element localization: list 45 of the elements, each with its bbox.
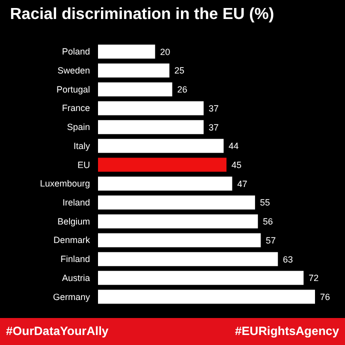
data-label: 56	[262, 216, 273, 227]
bar	[98, 233, 261, 248]
y-tick-label: EU	[77, 160, 90, 170]
y-tick-label: Ireland	[62, 197, 90, 208]
bar	[98, 138, 224, 153]
data-label: 25	[174, 66, 184, 76]
data-label: 26	[177, 84, 188, 95]
bar	[98, 252, 278, 266]
data-label: 20	[160, 46, 170, 57]
data-label: 63	[282, 254, 293, 264]
bar	[98, 44, 156, 59]
y-tick-label: Austria	[62, 272, 90, 283]
y-tick-label: Poland	[62, 46, 90, 57]
y-tick-label: Italy	[73, 140, 90, 151]
y-tick-label: Portugal	[56, 84, 90, 94]
text: #OurDataYourAlly	[6, 324, 108, 338]
data-label: 45	[231, 160, 242, 170]
data-label: 47	[237, 178, 248, 189]
bar	[98, 290, 315, 304]
y-tick-label: Sweden	[57, 65, 90, 76]
bar	[98, 63, 170, 78]
bar	[98, 214, 258, 228]
bar	[98, 270, 304, 285]
chart-title: Racial discrimination in the EU (%)	[10, 6, 274, 24]
text: #EURightsAgency	[234, 324, 339, 338]
bar	[98, 176, 232, 191]
bar	[98, 120, 204, 134]
bar	[98, 82, 172, 96]
data-label: 44	[228, 141, 239, 152]
data-label: 37	[208, 122, 219, 132]
y-tick-label: Denmark	[53, 235, 90, 246]
bar	[98, 101, 204, 116]
bar	[98, 195, 256, 210]
y-tick-label: Finland	[60, 254, 90, 264]
data-label: 57	[266, 235, 276, 246]
bar	[98, 158, 226, 172]
data-label: 72	[308, 273, 319, 284]
y-tick-label: Spain	[66, 122, 90, 132]
y-tick-label: Belgium	[57, 216, 90, 226]
y-tick-label: France	[62, 103, 90, 114]
data-label: 76	[320, 292, 330, 302]
y-tick-label: Germany	[52, 292, 90, 302]
data-label: 55	[260, 198, 270, 208]
data-label: 37	[208, 103, 219, 114]
y-tick-label: Luxembourg	[40, 178, 90, 189]
